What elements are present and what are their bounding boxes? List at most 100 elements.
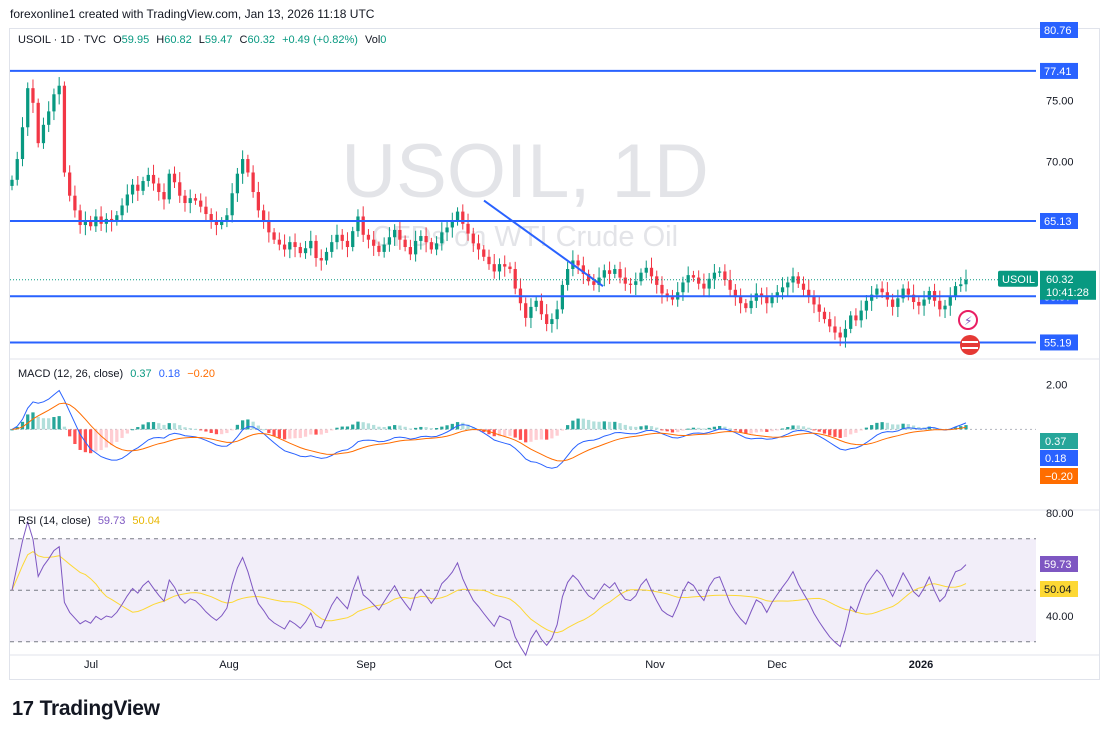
candle-body <box>413 240 418 255</box>
macd-histogram-bar <box>581 418 585 430</box>
macd-histogram-bar <box>623 424 627 430</box>
legend-high: 60.82 <box>164 34 192 46</box>
macd-histogram-bar <box>115 429 119 442</box>
candle-body <box>450 221 454 228</box>
rsi-axis-label: 80.00 <box>1046 508 1074 520</box>
macd-value-tag <box>1040 468 1078 484</box>
candle-body <box>319 258 323 261</box>
time-axis-label: Nov <box>645 659 665 671</box>
candle-body <box>471 233 475 244</box>
lightning-icon: ⚡ <box>964 314 972 328</box>
macd-histogram-bar <box>503 429 507 437</box>
macd-histogram-bar <box>607 421 612 430</box>
macd-histogram-bar <box>885 422 889 430</box>
macd-histogram-bar <box>550 429 554 439</box>
candle-body <box>57 85 61 95</box>
macd-histogram-bar <box>246 419 250 430</box>
candle-body <box>424 236 428 243</box>
macd-histogram-bar <box>366 423 371 430</box>
macd-histogram-bar <box>807 427 811 430</box>
candle-body <box>943 305 947 310</box>
candle-body <box>597 277 601 285</box>
macd-axis-label: 2.00 <box>1046 379 1067 391</box>
candle-body <box>125 194 129 206</box>
candle-body <box>529 306 533 318</box>
macd-histogram-bar <box>450 423 454 430</box>
candle-body <box>539 300 544 315</box>
candle-body <box>843 328 848 338</box>
candle-body <box>733 289 737 298</box>
macd-histogram-bar <box>597 421 601 430</box>
legend-symbol[interactable]: USOIL · 1D · TVC <box>18 34 107 46</box>
macd-histogram-bar <box>193 428 198 430</box>
candle-body <box>660 284 664 294</box>
macd-histogram-bar <box>157 423 161 430</box>
candle-body <box>613 269 617 274</box>
candle-body <box>744 303 748 309</box>
time-axis-label: Jul <box>84 659 98 671</box>
macd-histogram-bar <box>172 423 177 430</box>
watermark-description: CFDs on WTI Crude Oil <box>372 221 678 253</box>
macd-histogram-bar <box>906 424 910 430</box>
macd-histogram-bar <box>508 429 512 436</box>
macd-histogram-bar <box>592 421 596 430</box>
legend-close: 60.32 <box>247 34 275 46</box>
macd-histogram-bar <box>513 429 517 438</box>
candle-body <box>896 298 900 307</box>
time-axis-label: Oct <box>494 659 511 671</box>
candle-body <box>639 272 643 282</box>
macd-histogram-bar <box>57 416 61 430</box>
tradingview-logo: 17 <box>12 697 34 720</box>
candle-body <box>162 192 166 200</box>
macd-histogram-bar <box>686 428 690 430</box>
candle-body <box>193 198 198 201</box>
candle-body <box>880 288 884 293</box>
candle-body <box>141 181 145 191</box>
level-price-label: 55.19 <box>1044 337 1072 349</box>
candle-body <box>948 295 952 306</box>
rsi-legend[interactable]: RSI (14, close) 59.73 50.04 <box>18 515 164 527</box>
candle-body <box>482 249 486 257</box>
tradingview-brand[interactable]: 17 TradingView <box>12 697 160 721</box>
candle-body <box>775 292 779 298</box>
macd-histogram-bar <box>68 429 72 437</box>
macd-histogram-bar <box>566 425 570 430</box>
macd-legend[interactable]: MACD (12, 26, close) 0.37 0.18 −0.20 <box>18 368 219 380</box>
candle-body <box>256 192 260 211</box>
legend-change: +0.49 (+0.82%) <box>282 34 358 46</box>
candle-body <box>770 297 774 304</box>
macd-histogram-bar <box>162 424 166 430</box>
trendline <box>483 199 604 287</box>
candle-body <box>10 179 14 186</box>
macd-histogram-bar <box>822 429 827 434</box>
candle-body <box>718 271 722 273</box>
candle-body <box>487 256 491 265</box>
macd-histogram-bar <box>267 429 271 434</box>
candle-body <box>870 294 874 301</box>
macd-line <box>11 389 967 469</box>
macd-histogram-bar <box>256 425 260 430</box>
macd-histogram-bar <box>927 426 931 430</box>
rsi-value-label: 59.73 <box>1044 559 1072 571</box>
macd-histogram-bar <box>571 420 575 430</box>
candle-body <box>382 244 386 252</box>
candle-body <box>592 281 596 285</box>
macd-histogram-bar <box>272 429 276 437</box>
macd-histogram-bar <box>440 426 444 430</box>
macd-histogram-bar <box>277 429 281 439</box>
legend-o-label: O <box>113 34 122 46</box>
macd-histogram-bar <box>109 429 114 446</box>
macd-histogram-bar <box>859 429 863 431</box>
macd-histogram-bar <box>398 425 402 430</box>
macd-histogram-bar <box>303 429 308 437</box>
macd-title: MACD (12, 26, close) <box>18 368 124 380</box>
candle-body <box>225 215 229 222</box>
candle-body <box>901 288 905 299</box>
macd-histogram-bar <box>235 424 240 430</box>
candle-body <box>15 159 19 180</box>
candle-body <box>220 221 224 226</box>
rsi-axis-label: 40.00 <box>1046 611 1074 623</box>
candle-body <box>403 239 407 248</box>
macd-histogram-bar <box>681 429 685 431</box>
